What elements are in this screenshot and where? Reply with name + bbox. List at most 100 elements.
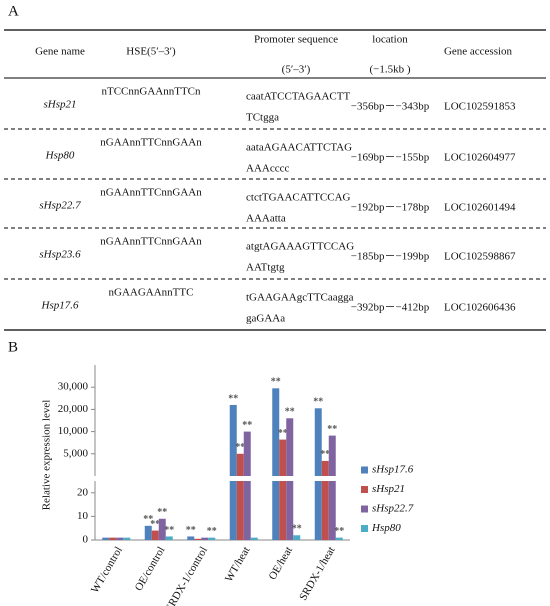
bar	[236, 453, 244, 476]
bar	[279, 481, 287, 540]
hse: nGAAGAAnnTTC	[109, 287, 194, 299]
promoter: atgtAGAAAGTTCCAG	[246, 241, 354, 253]
gene-name: sHsp22.7	[39, 200, 81, 212]
accession: LOC102598867	[444, 251, 516, 263]
legend-swatch	[361, 525, 368, 532]
bar	[123, 537, 131, 540]
x-tick-label: SRDX-1/control	[163, 545, 210, 606]
promoter: TCtgga	[246, 112, 279, 124]
bar	[144, 525, 152, 540]
promoter: AATtgtg	[246, 262, 285, 274]
hse: nTCCnnGAAnnTTCn	[102, 86, 202, 98]
header-cell: Gene accession	[444, 46, 513, 58]
chart: B Relative expression level 5,000 10,000 2…	[8, 339, 414, 606]
accession: LOC102604977	[444, 152, 516, 164]
significance: **	[313, 397, 323, 408]
legend-swatch	[361, 486, 368, 493]
bar	[102, 537, 110, 540]
significance: **	[285, 407, 295, 418]
bar	[229, 404, 237, 476]
significance: **	[320, 449, 330, 460]
accession: LOC102601494	[444, 202, 516, 214]
bar	[165, 536, 173, 540]
location: −356bp－−343bp	[351, 101, 430, 113]
gene-name: sHsp23.6	[39, 249, 81, 261]
significance: **	[157, 507, 167, 518]
bar	[187, 536, 195, 540]
location: −192bp－−178bp	[351, 202, 430, 214]
y-tick-label: 20	[77, 486, 89, 498]
promoter: aataAGAACATTCTAG	[246, 142, 352, 154]
location: −185bp－−199bp	[351, 251, 430, 263]
significance: **	[143, 514, 153, 525]
y-axis-label: Relative expression level	[41, 400, 53, 511]
panel-label: B	[8, 339, 18, 355]
hse: nGAAnnTTCnnGAAn	[100, 187, 202, 199]
significance: **	[235, 442, 245, 453]
header-cell: (−1.5kb )	[369, 64, 410, 76]
gene-name: Hsp80	[45, 150, 75, 162]
significance: **	[186, 525, 196, 536]
significance: **	[228, 393, 238, 404]
significance: **	[150, 519, 160, 530]
bar	[250, 537, 258, 540]
bar	[293, 535, 301, 540]
y-tick-label: 10	[77, 510, 89, 522]
promoter: AAAatta	[246, 213, 286, 225]
gene-name: Hsp17.6	[41, 300, 79, 312]
bar	[158, 518, 166, 540]
significance: **	[292, 524, 302, 535]
table-body: sHsp21 nTCCnnGAAnnTTCn caatATCCTAGAACTT TCt…	[4, 86, 546, 325]
y-tick-label: 30,000	[58, 381, 89, 393]
bar	[321, 460, 329, 476]
promoter: AAAcccc	[246, 163, 289, 175]
bar	[321, 481, 329, 540]
bar	[208, 537, 216, 540]
header-cell: location	[372, 34, 408, 46]
bar	[116, 537, 124, 540]
y-tick-label: 20,000	[58, 403, 89, 415]
panel-label: A	[8, 3, 19, 19]
x-tick-label: OE/control	[133, 545, 168, 593]
bar	[328, 481, 336, 540]
legend-swatch	[361, 466, 368, 474]
y-tick-label: 0	[83, 534, 89, 546]
header-cell: HSE(5′–3′)	[126, 46, 176, 58]
significance: **	[242, 420, 252, 431]
legend-label: sHsp22.7	[372, 503, 414, 515]
y-tick-label: 5,000	[63, 447, 88, 459]
header-cell: Promoter sequence	[254, 34, 338, 46]
accession: LOC102591853	[444, 101, 516, 113]
bar	[243, 431, 251, 476]
bar	[201, 537, 209, 540]
bar	[236, 481, 244, 540]
gene-name: sHsp21	[43, 99, 76, 111]
significance: **	[207, 526, 217, 537]
legend-label: sHsp17.6	[372, 464, 414, 476]
hse: nGAAnnTTCnnGAAn	[100, 236, 202, 248]
significance: **	[164, 525, 174, 536]
promoter: caatATCCTAGAACTT	[246, 91, 350, 103]
promoter: tGAAGAAgcTTCaagga	[246, 292, 354, 304]
header-cell: (5′–3′)	[282, 64, 311, 76]
significance: **	[327, 424, 337, 435]
significance: **	[334, 526, 344, 537]
bar	[151, 530, 159, 540]
legend-label: Hsp80	[371, 522, 401, 534]
x-tick-label: WT/heat	[223, 545, 253, 584]
bar	[243, 481, 251, 540]
significance: **	[271, 377, 281, 388]
y-tick-label: 10,000	[58, 425, 89, 437]
x-tick-label: SRDX-1/heat	[297, 545, 337, 603]
location: −392bp－−412bp	[351, 302, 430, 314]
location: −169bp－−155bp	[351, 152, 430, 164]
x-tick-label: OE/heat	[267, 545, 295, 582]
bar	[229, 481, 237, 540]
bar	[279, 439, 287, 476]
x-tick-label: WT/control	[89, 545, 125, 595]
accession: LOC102606436	[444, 302, 516, 314]
header-cell: Gene name	[35, 46, 85, 58]
bar	[272, 481, 280, 540]
legend-swatch	[361, 505, 368, 513]
